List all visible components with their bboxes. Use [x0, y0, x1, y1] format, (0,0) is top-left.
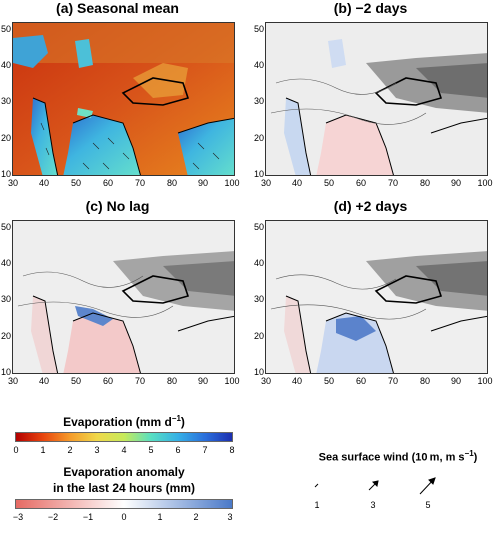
lon-tick: 30 [260, 178, 272, 188]
wind-key-label: 1 [314, 500, 320, 510]
panel-title: (c) No lag [85, 198, 150, 214]
lon-tick: 90 [197, 376, 209, 386]
lon-tick: 60 [355, 178, 367, 188]
wind-arrow-5 [419, 477, 436, 495]
lon-tick: 40 [291, 178, 303, 188]
wind-key-title: Sea surface wind (10 m, m s−1) [318, 449, 478, 464]
lon-tick: 100 [477, 178, 493, 188]
lat-tick: 40 [0, 60, 11, 70]
lon-tick: 50 [70, 376, 82, 386]
wind-key-label: 3 [370, 500, 376, 510]
lon-tick: 30 [260, 376, 272, 386]
lon-tick: 80 [166, 178, 178, 188]
wind-key-arrows [314, 477, 436, 495]
wind-key-label: 5 [425, 500, 431, 510]
anom-tick: 0 [121, 512, 127, 522]
lon-tick: 100 [477, 376, 493, 386]
panel-title: (d) +2 days [333, 198, 408, 214]
evaporation-colorbar [15, 432, 233, 442]
evaporation-legend-title: Evaporation (mm d−1) [63, 414, 185, 429]
lon-tick: 30 [7, 376, 19, 386]
lat-tick: 10 [253, 169, 264, 179]
no-lag-map-svg [13, 221, 234, 373]
lon-tick: 60 [102, 376, 114, 386]
lat-tick: 50 [0, 222, 11, 232]
lat-tick: 40 [253, 258, 264, 268]
lon-tick: 80 [419, 376, 431, 386]
lon-tick: 100 [224, 376, 240, 386]
lon-tick: 40 [291, 376, 303, 386]
anomaly-legend-title: Evaporation anomaly in the last 24 hours… [52, 465, 196, 495]
lon-tick: 50 [70, 178, 82, 188]
anom-tick: −2 [47, 512, 59, 522]
map-lag-minus-2 [265, 22, 488, 176]
panel-b: (b) −2 days 50 40 30 20 10 30 40 50 60 7… [253, 0, 493, 190]
lon-tick: 80 [419, 178, 431, 188]
lat-tick: 30 [253, 96, 264, 106]
evap-tick: 3 [94, 445, 100, 455]
evap-tick: 2 [67, 445, 73, 455]
anom-tick: −1 [82, 512, 94, 522]
lon-tick: 70 [134, 376, 146, 386]
anom-tick: 1 [157, 512, 163, 522]
evap-tick: 5 [148, 445, 154, 455]
lat-tick: 50 [253, 222, 264, 232]
lon-tick: 50 [323, 376, 335, 386]
evap-tick: 1 [40, 445, 46, 455]
evap-tick: 4 [121, 445, 127, 455]
lon-tick: 100 [224, 178, 240, 188]
panel-title: (b) −2 days [333, 0, 408, 16]
panel-a: (a) Seasonal mean [0, 0, 240, 190]
lon-tick: 30 [7, 178, 19, 188]
lon-tick: 70 [134, 178, 146, 188]
panel-d: (d) +2 days 50 40 30 20 10 30 40 50 60 7… [253, 198, 493, 388]
lat-tick: 30 [253, 294, 264, 304]
seasonal-mean-map-svg [13, 23, 234, 175]
map-lag-plus-2 [265, 220, 488, 374]
map-no-lag [12, 220, 235, 374]
lat-tick: 30 [0, 96, 11, 106]
lat-tick: 20 [0, 133, 11, 143]
panel-title: (a) Seasonal mean [56, 0, 179, 16]
lon-tick: 70 [387, 376, 399, 386]
lat-tick: 10 [0, 367, 11, 377]
lon-tick: 90 [450, 178, 462, 188]
lag-minus-2-map-svg [266, 23, 487, 175]
lat-tick: 40 [253, 60, 264, 70]
evap-tick: 0 [13, 445, 19, 455]
evap-tick: 7 [202, 445, 208, 455]
map-seasonal-mean [12, 22, 235, 176]
lon-tick: 60 [355, 376, 367, 386]
lon-tick: 90 [450, 376, 462, 386]
lat-tick: 20 [253, 331, 264, 341]
lat-tick: 10 [0, 169, 11, 179]
lon-tick: 50 [323, 178, 335, 188]
lat-tick: 50 [253, 24, 264, 34]
lat-tick: 30 [0, 294, 11, 304]
lon-tick: 40 [38, 178, 50, 188]
wind-arrow-3 [368, 480, 379, 491]
wind-arrow-1 [314, 483, 319, 488]
evap-tick: 8 [229, 445, 235, 455]
lat-tick: 20 [0, 331, 11, 341]
lon-tick: 60 [102, 178, 114, 188]
anom-tick: −3 [12, 512, 24, 522]
lon-tick: 40 [38, 376, 50, 386]
lat-tick: 50 [0, 24, 11, 34]
lon-tick: 90 [197, 178, 209, 188]
panel-c: (c) No lag 50 40 30 20 10 30 40 50 60 70… [0, 198, 240, 388]
lat-tick: 40 [0, 258, 11, 268]
lon-tick: 80 [166, 376, 178, 386]
lat-tick: 10 [253, 367, 264, 377]
lon-tick: 70 [387, 178, 399, 188]
evap-tick: 6 [175, 445, 181, 455]
lat-tick: 20 [253, 133, 264, 143]
lag-plus-2-map-svg [266, 221, 487, 373]
anomaly-colorbar [15, 499, 233, 509]
anom-tick: 3 [227, 512, 233, 522]
anom-tick: 2 [193, 512, 199, 522]
